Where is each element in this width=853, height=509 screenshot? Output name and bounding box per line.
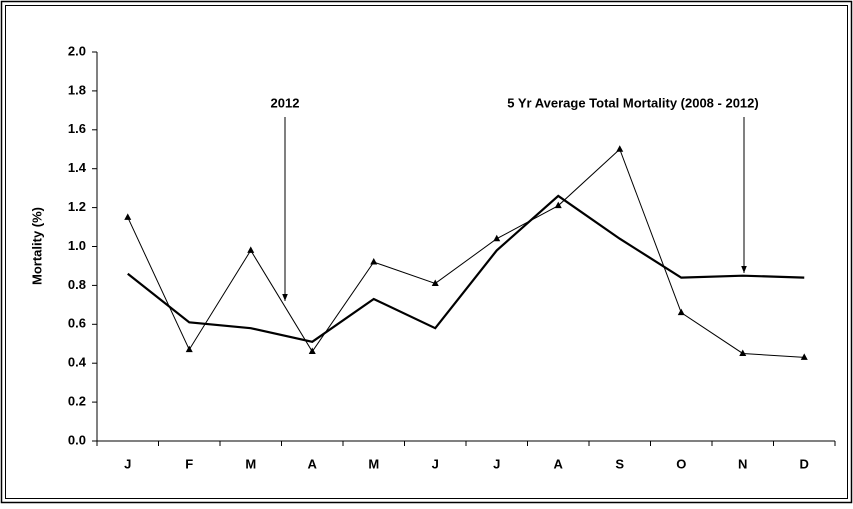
data-marker	[124, 213, 132, 220]
x-tick-label: M	[368, 456, 379, 471]
y-tick-label: 1.4	[68, 160, 87, 175]
annotation: 2012	[271, 95, 300, 110]
x-tick-label: M	[245, 456, 256, 471]
series-line	[127, 148, 805, 358]
y-tick-label: 1.6	[68, 121, 86, 136]
y-tick-label: 0.0	[68, 432, 86, 447]
x-tick-label: A	[308, 456, 318, 471]
y-tick-label: 0.8	[68, 277, 86, 292]
data-marker	[185, 345, 193, 353]
data-marker	[431, 279, 439, 286]
series-line	[127, 194, 805, 343]
x-tick-label: S	[615, 456, 624, 471]
data-marker	[308, 347, 316, 355]
y-tick-label: 0.2	[68, 394, 86, 409]
x-tick-label: D	[800, 456, 809, 471]
y-tick-label: 1.8	[68, 82, 86, 97]
x-tick-label: O	[676, 456, 686, 471]
data-marker	[554, 201, 562, 209]
data-marker	[616, 145, 624, 152]
y-tick-label: 1.0	[68, 238, 86, 253]
data-marker	[247, 246, 255, 253]
data-marker	[493, 234, 501, 242]
x-tick-label: A	[554, 456, 564, 471]
x-tick-label: F	[185, 456, 193, 471]
data-marker	[370, 258, 378, 265]
y-tick-label: 2.0	[68, 43, 86, 58]
data-marker	[739, 349, 747, 356]
y-tick-label: 0.6	[68, 316, 86, 331]
x-tick-label: J	[493, 456, 500, 471]
data-marker	[800, 353, 808, 360]
data-marker	[677, 308, 685, 316]
y-tick-label: 0.4	[68, 355, 87, 370]
x-tick-label: J	[124, 456, 131, 471]
y-axis-label: Mortality (%)	[29, 207, 44, 285]
frame-inner	[5, 5, 848, 499]
y-tick-label: 1.2	[68, 199, 86, 214]
x-tick-label: J	[432, 456, 439, 471]
annotation: 5 Yr Average Total Mortality (2008 - 201…	[507, 95, 758, 110]
x-tick-label: N	[738, 456, 747, 471]
